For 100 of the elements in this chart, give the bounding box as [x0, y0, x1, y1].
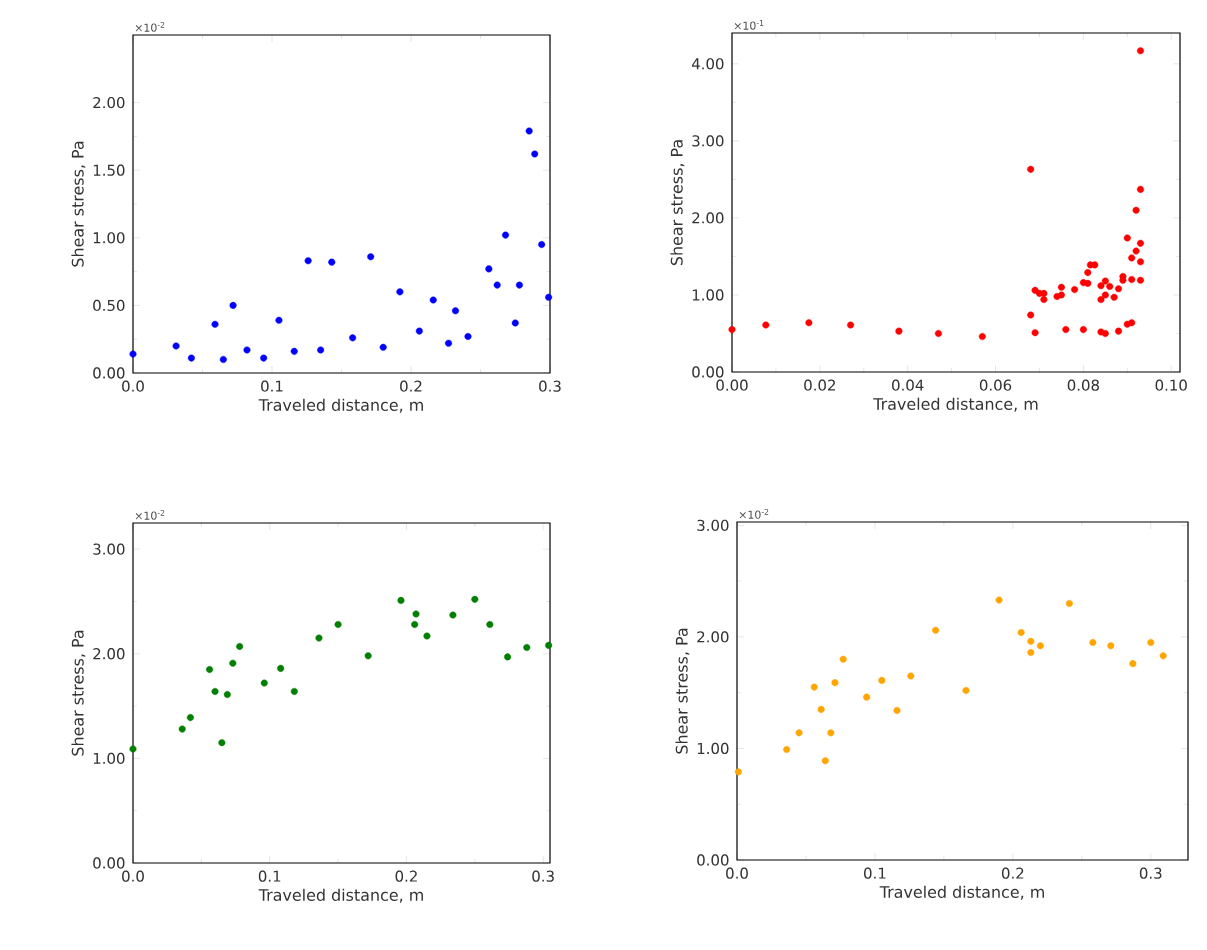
point: [511, 319, 519, 327]
x-tick-label: 0.1: [864, 867, 886, 879]
point: [1101, 291, 1109, 299]
y-axis-title: Shear stress, Pa: [675, 628, 690, 754]
y-tick-label: 3.00: [692, 135, 724, 147]
point: [260, 679, 268, 687]
x-tick-label: 0.02: [804, 379, 835, 391]
y-tick-label: 1.00: [697, 742, 729, 755]
point: [328, 258, 336, 266]
point: [895, 327, 903, 335]
point: [129, 745, 137, 753]
x-axis-title: Traveled distance, m: [258, 888, 423, 903]
point: [839, 655, 847, 663]
point: [411, 620, 419, 628]
point: [493, 281, 501, 289]
point: [1040, 289, 1048, 297]
point: [178, 725, 186, 733]
x-tick-label: 0.3: [532, 870, 554, 882]
x-tick-label: 0.2: [395, 870, 417, 882]
point: [1027, 637, 1035, 645]
point: [1017, 628, 1025, 636]
x-tick-label: 0.2: [1001, 867, 1024, 879]
text: ×10$^{-1}$: [734, 20, 764, 30]
point: [277, 664, 285, 672]
point: [1071, 286, 1079, 294]
x-tick-label: 0.06: [979, 379, 1012, 391]
x-tick-label: 0.00: [716, 379, 748, 391]
point: [1123, 234, 1131, 242]
point: [186, 714, 194, 722]
point: [396, 288, 404, 296]
text: ×10$^{-2}$: [739, 509, 769, 519]
y-tick-label: 2.00: [93, 96, 125, 109]
point: [1091, 261, 1099, 269]
point: [504, 653, 512, 661]
point: [1097, 282, 1105, 290]
point: [863, 693, 871, 701]
point: [445, 339, 453, 347]
point: [334, 620, 342, 628]
point: [1084, 269, 1092, 277]
point: [229, 301, 237, 309]
x-axis-title: Traveled distance, m: [879, 885, 1044, 900]
point: [260, 354, 268, 362]
y-tick-label: 0.00: [697, 854, 729, 866]
y-tick-label: 4.00: [691, 58, 724, 70]
point: [451, 307, 459, 315]
point: [1128, 319, 1136, 327]
point: [423, 632, 431, 640]
point: [315, 634, 323, 642]
x-axis-title: Traveled distance, m: [873, 397, 1038, 412]
point: [1115, 327, 1123, 335]
point: [1128, 254, 1136, 262]
x-tick-label: 0.3: [1139, 867, 1162, 879]
point: [379, 343, 387, 351]
point: [1107, 642, 1115, 650]
point: [1147, 638, 1155, 646]
point: [304, 257, 312, 265]
x-tick-label: 0.1: [261, 380, 283, 392]
y-tick-label: 1.00: [692, 289, 724, 301]
x-axis-title: Traveled distance, m: [258, 398, 423, 413]
y-tick-label: 0.00: [93, 367, 125, 379]
point: [464, 332, 472, 340]
point: [1129, 660, 1137, 668]
point: [827, 729, 835, 737]
y-tick-label: 3.00: [93, 543, 125, 555]
point: [364, 652, 372, 660]
point: [878, 676, 886, 684]
point: [206, 665, 214, 673]
point: [129, 350, 137, 358]
point: [783, 746, 791, 754]
point: [187, 354, 195, 362]
x-tick-label: 0.0: [726, 867, 748, 879]
point: [412, 610, 420, 618]
point: [1062, 326, 1070, 334]
point: [211, 687, 219, 695]
point: [1136, 185, 1144, 193]
y-axis-title: Shear stress, Pa: [71, 141, 86, 267]
point: [545, 641, 553, 649]
point: [172, 342, 180, 350]
point: [502, 231, 510, 239]
point: [831, 679, 839, 687]
point: [218, 739, 226, 747]
point: [1036, 642, 1044, 650]
point: [243, 346, 251, 354]
point: [449, 611, 457, 619]
point: [907, 672, 915, 680]
point: [1136, 276, 1144, 284]
point: [367, 253, 375, 261]
point: [1119, 272, 1127, 280]
point: [219, 355, 227, 363]
point: [1106, 282, 1114, 290]
point: [1136, 258, 1144, 266]
point: [525, 127, 533, 135]
point: [1115, 285, 1123, 293]
text: ×10$^{-2}$: [135, 21, 165, 32]
point: [795, 729, 803, 737]
y-tick-label: 1.50: [93, 164, 125, 176]
point: [1132, 247, 1140, 255]
point: [995, 596, 1003, 604]
point: [1136, 239, 1144, 247]
y-tick-label: 1.00: [93, 232, 125, 244]
